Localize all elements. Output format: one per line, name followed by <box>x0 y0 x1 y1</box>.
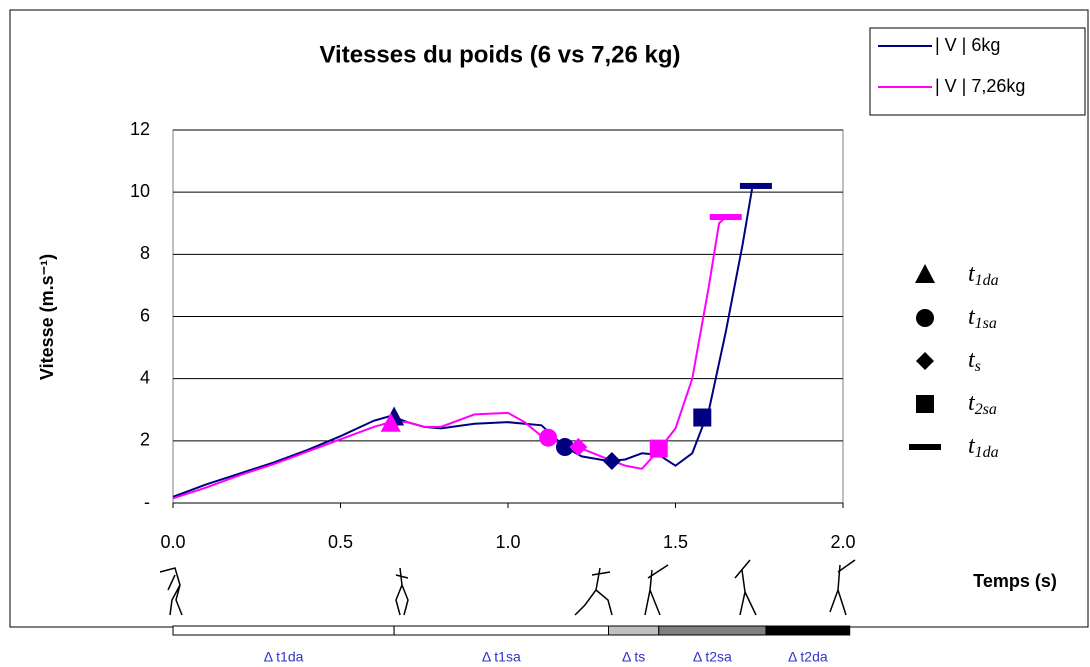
marker-square <box>649 439 668 458</box>
stick-figures <box>159 559 856 616</box>
marker-triangle <box>380 412 401 432</box>
phase-bar <box>172 625 395 636</box>
x-tick-label: 0.5 <box>328 532 353 552</box>
marker-diamond <box>602 452 621 471</box>
phase-label: Δ t1sa <box>482 649 521 665</box>
y-tick-label: - <box>144 492 150 512</box>
marker-diamond <box>916 352 934 370</box>
symbol: t <box>968 304 976 330</box>
phase-label: Δ t1da <box>264 649 304 665</box>
y-tick-label: 12 <box>130 119 150 139</box>
y-tick-label: 6 <box>140 305 150 325</box>
subscript: 1da <box>975 272 999 289</box>
phase-bar <box>393 625 609 636</box>
marker-bar <box>739 182 772 189</box>
marker-circle <box>555 438 574 457</box>
marker-square <box>693 408 712 427</box>
marker-legend-label: t1da <box>968 261 999 289</box>
phase-bar <box>765 625 851 636</box>
y-axis-label: Vitesse (m.s⁻¹) <box>37 254 57 380</box>
series-line <box>172 216 733 500</box>
legend-label: | V | 7,26kg <box>935 76 1025 96</box>
legend-label: | V | 6kg <box>935 35 1000 55</box>
phase-bar <box>608 625 660 636</box>
marker-triangle <box>915 264 935 283</box>
x-tick-label: 1.0 <box>495 532 520 552</box>
marker-bar <box>709 214 742 221</box>
x-tick-label: 1.5 <box>663 532 688 552</box>
subscript: 2sa <box>975 401 997 418</box>
marker-bar <box>909 444 941 450</box>
symbol: t <box>968 347 976 373</box>
x-axis-label: Temps (s) <box>973 571 1057 591</box>
y-tick-label: 10 <box>130 181 150 201</box>
marker-legend-label: t2sa <box>968 390 997 418</box>
marker-diamond <box>569 438 588 457</box>
symbol: t <box>968 261 976 287</box>
chart-title: Vitesses du poids (6 vs 7,26 kg) <box>319 41 680 68</box>
symbol: t <box>968 433 976 459</box>
x-tick-label: 0.0 <box>160 532 185 552</box>
subscript: 1sa <box>975 315 997 332</box>
marker-square <box>916 395 934 413</box>
marker-legend-label: ts <box>968 347 981 375</box>
symbol: t <box>968 390 976 416</box>
phase-bar <box>658 625 767 636</box>
subscript: s <box>975 358 981 375</box>
marker-circle <box>916 309 934 327</box>
y-tick-label: 2 <box>140 430 150 450</box>
legend-box <box>869 27 1086 116</box>
subscript: 1da <box>975 444 999 461</box>
phase-label: Δ t2da <box>788 649 828 665</box>
marker-legend-label: t1sa <box>968 304 997 332</box>
marker-circle <box>539 428 558 447</box>
x-tick-label: 2.0 <box>830 532 855 552</box>
phase-label: Δ ts <box>622 649 645 665</box>
marker-legend-label: t1da <box>968 433 999 461</box>
y-tick-label: 8 <box>140 243 150 263</box>
y-tick-label: 4 <box>140 367 150 387</box>
phase-label: Δ t2sa <box>693 649 732 665</box>
